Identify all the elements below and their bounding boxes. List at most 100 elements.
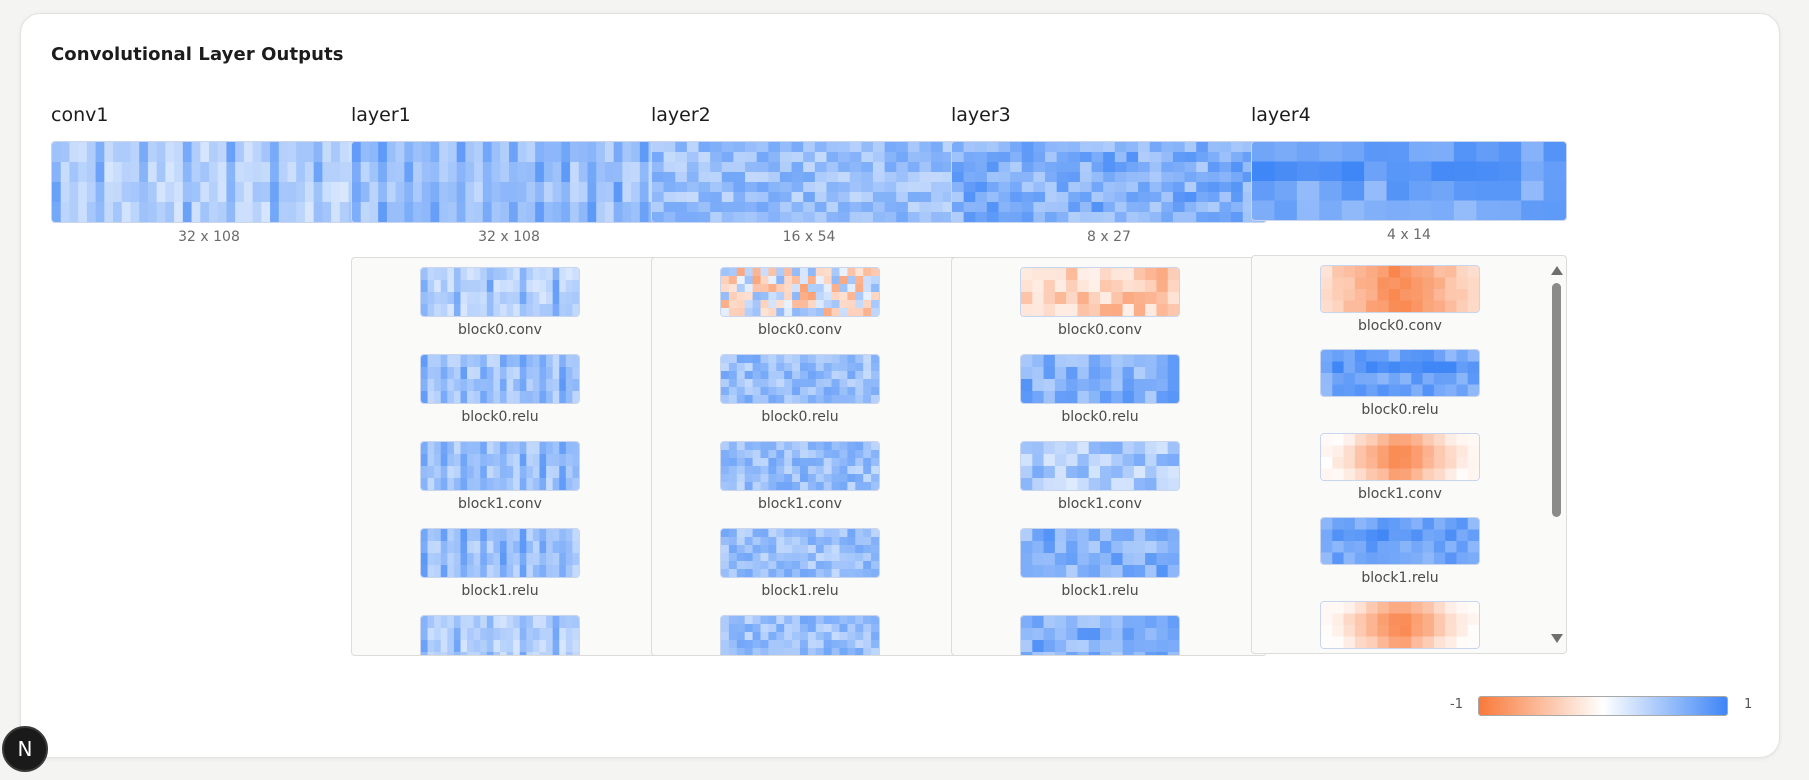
- sublayer-feature-map[interactable]: [1020, 615, 1180, 655]
- scroll-thumb[interactable]: [1552, 283, 1561, 517]
- sublayer-feature-map[interactable]: [420, 615, 580, 655]
- heatmap-cell: [871, 553, 879, 562]
- sublayer-item[interactable]: block2.conv: [652, 615, 948, 655]
- heatmap-cell: [744, 300, 753, 309]
- heatmap-cell: [1343, 529, 1356, 542]
- heatmap-cell: [1332, 552, 1344, 564]
- sublayer-feature-map[interactable]: [720, 267, 880, 317]
- heatmap-cell: [532, 466, 540, 479]
- heatmap-cell: [421, 541, 428, 554]
- sublayer-item[interactable]: block1.conv: [652, 441, 948, 514]
- heatmap-cell: [744, 616, 753, 625]
- heatmap-cell: [1377, 434, 1390, 446]
- sublayer-feature-map[interactable]: [1320, 349, 1480, 397]
- sublayer-list[interactable]: block0.conv block0.relu block1.conv block1.…: [351, 257, 667, 656]
- heatmap-cell: [447, 454, 455, 467]
- heatmap-cell: [1133, 280, 1146, 293]
- feature-map[interactable]: [1251, 141, 1567, 221]
- sublayer-item[interactable]: block1.relu: [352, 528, 648, 601]
- heatmap-cell: [736, 284, 746, 293]
- heatmap-cell: [486, 640, 494, 653]
- scroll-up-arrow-icon[interactable]: [1551, 266, 1563, 275]
- sublayer-item[interactable]: block0.relu: [652, 354, 948, 427]
- heatmap-cell: [800, 379, 809, 388]
- sublayer-item[interactable]: block0.relu: [952, 354, 1248, 427]
- heatmap-cell: [1032, 391, 1044, 403]
- heatmap-cell: [815, 529, 825, 538]
- heatmap-cell: [847, 308, 856, 316]
- sublayer-feature-map[interactable]: [1320, 517, 1480, 565]
- sublayer-feature-map[interactable]: [420, 528, 580, 578]
- heatmap-cell: [803, 152, 816, 163]
- n-logo-badge[interactable]: N: [2, 726, 48, 772]
- sublayer-feature-map[interactable]: [1020, 267, 1180, 317]
- heatmap-cell: [506, 292, 514, 305]
- feature-map[interactable]: [651, 141, 967, 223]
- heatmap-cell: [460, 616, 468, 629]
- heatmap-cell: [1400, 434, 1412, 446]
- heatmap-cell: [532, 367, 540, 380]
- sublayer-item[interactable]: block0.relu: [1252, 349, 1548, 420]
- sublayer-list[interactable]: block0.conv block0.relu block1.conv block1.…: [651, 257, 967, 656]
- sublayer-item[interactable]: block1.conv: [952, 441, 1248, 514]
- feature-map[interactable]: [351, 141, 667, 223]
- scrollbar[interactable]: [1549, 264, 1563, 645]
- heatmap-cell: [776, 308, 785, 316]
- heatmap-cell: [1088, 541, 1101, 554]
- sublayer-feature-map[interactable]: [1020, 354, 1180, 404]
- sublayer-feature-map[interactable]: [720, 615, 880, 655]
- sublayer-item[interactable]: block1.relu: [1252, 517, 1548, 588]
- sublayer-feature-map[interactable]: [1020, 441, 1180, 491]
- heatmap-cell: [847, 284, 856, 293]
- heatmap-cell: [526, 367, 534, 380]
- sublayer-feature-map[interactable]: [720, 441, 880, 491]
- sublayer-feature-map[interactable]: [720, 528, 880, 578]
- sublayer-list[interactable]: block0.conv block0.relu block1.conv block1.…: [1251, 255, 1567, 654]
- heatmap-cell: [473, 640, 481, 653]
- sublayer-feature-map[interactable]: [420, 441, 580, 491]
- sublayer-feature-map[interactable]: [1320, 265, 1480, 313]
- heatmap-cell: [572, 553, 579, 566]
- heatmap-cell: [1114, 172, 1127, 183]
- sublayer-feature-map[interactable]: [1020, 528, 1180, 578]
- sublayer-item[interactable]: block2.conv: [352, 615, 648, 655]
- heatmap-cell: [1433, 289, 1446, 301]
- sublayer-item[interactable]: block0.conv: [952, 267, 1248, 340]
- sublayer-feature-map[interactable]: [1320, 433, 1480, 481]
- heatmap-cell: [506, 541, 514, 554]
- heatmap-cell: [847, 569, 856, 577]
- heatmap-cell: [378, 162, 388, 183]
- sublayer-item[interactable]: block0.conv: [652, 267, 948, 340]
- sublayer-item[interactable]: block2.conv: [952, 615, 1248, 655]
- sublayer-list[interactable]: block0.conv block0.relu block1.conv block1.…: [951, 257, 1267, 656]
- sublayer-feature-map[interactable]: [1320, 601, 1480, 649]
- heatmap-cell: [1411, 445, 1423, 458]
- sublayer-feature-map[interactable]: [420, 267, 580, 317]
- heatmap-cell: [1021, 192, 1034, 203]
- heatmap-cell: [434, 292, 442, 305]
- heatmap-cell: [1033, 152, 1046, 163]
- sublayer-item[interactable]: block1.conv: [352, 441, 648, 514]
- sublayer-item[interactable]: block0.conv: [352, 267, 648, 340]
- sublayer-feature-map[interactable]: [420, 354, 580, 404]
- heatmap-cell: [652, 162, 665, 173]
- sublayer-feature-map[interactable]: [720, 354, 880, 404]
- sublayer-item[interactable]: block1.relu: [952, 528, 1248, 601]
- heatmap-cell: [1354, 350, 1367, 362]
- heatmap-cell: [760, 640, 769, 649]
- heatmap-cell: [1377, 361, 1390, 374]
- heatmap-cell: [1032, 628, 1044, 641]
- heatmap-cell: [1043, 268, 1056, 281]
- heatmap-cell: [386, 182, 397, 203]
- scroll-down-arrow-icon[interactable]: [1551, 634, 1563, 643]
- feature-map[interactable]: [951, 141, 1267, 223]
- sublayer-item[interactable]: block1.conv: [1252, 433, 1548, 504]
- heatmap-cell: [736, 648, 746, 655]
- feature-map[interactable]: [51, 141, 367, 223]
- sublayer-item[interactable]: block0.conv: [1252, 265, 1548, 336]
- heatmap-cell: [1032, 355, 1044, 368]
- sublayer-item[interactable]: block0.relu: [352, 354, 648, 427]
- sublayer-item[interactable]: block2.conv: [1252, 601, 1548, 653]
- sublayer-item[interactable]: block1.relu: [652, 528, 948, 601]
- heatmap-cell: [1207, 202, 1220, 213]
